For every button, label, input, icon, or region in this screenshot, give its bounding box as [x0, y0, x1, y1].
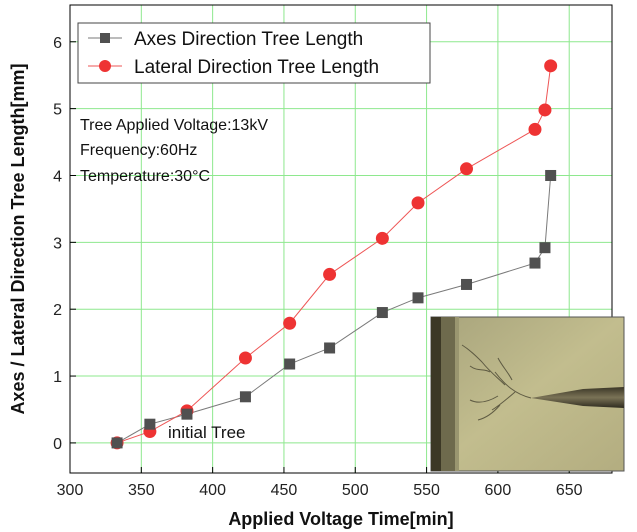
x-tick-label: 300 — [57, 482, 84, 499]
y-axis-ticks: 0 1 2 3 4 5 6 — [53, 35, 76, 453]
lateral-data-point — [283, 316, 297, 330]
legend-label-axes: Axes Direction Tree Length — [134, 29, 363, 50]
lateral-data-point — [238, 351, 252, 365]
x-axis-ticks: 300 350 400 450 500 550 600 650 — [57, 467, 583, 499]
axes-data-point — [111, 437, 123, 449]
axes-data-point — [376, 307, 388, 319]
x-tick-label: 400 — [199, 482, 226, 499]
y-tick-label: 4 — [53, 168, 62, 185]
x-tick-label: 650 — [556, 482, 583, 499]
x-tick-label: 450 — [271, 482, 298, 499]
axes-data-point — [529, 257, 541, 269]
legend-box — [77, 22, 431, 84]
annotation-frequency: Frequency:60Hz — [80, 142, 197, 159]
annotation-temperature: Temperature:30°C — [80, 168, 210, 185]
lateral-data-point — [538, 103, 552, 117]
y-tick-label: 3 — [53, 235, 62, 252]
lateral-data-point — [323, 267, 337, 281]
x-tick-label: 600 — [485, 482, 512, 499]
axes-data-point — [412, 292, 424, 304]
y-tick-label: 5 — [53, 102, 62, 119]
axes-data-point — [545, 169, 557, 181]
axes-data-point — [461, 278, 473, 290]
axes-data-point — [284, 358, 296, 370]
lateral-data-point — [411, 196, 425, 210]
x-axis-title: Applied Voltage Time[min] — [228, 509, 453, 529]
y-tick-label: 1 — [53, 369, 62, 386]
initial-tree-label: initial Tree — [168, 423, 245, 442]
legend-entry-lateral: Lateral Direction Tree Length — [88, 57, 379, 78]
y-axis-title: Axes / Lateral Direction Tree Length[mm] — [8, 63, 28, 414]
axes-data-point — [144, 418, 156, 430]
inset-micrograph — [430, 316, 625, 472]
legend-label-lateral: Lateral Direction Tree Length — [134, 57, 379, 78]
axes-data-point — [539, 242, 551, 254]
x-tick-label: 550 — [413, 482, 440, 499]
lateral-data-point — [528, 122, 542, 136]
lateral-data-point — [544, 59, 558, 73]
x-tick-label: 500 — [342, 482, 369, 499]
lateral-data-point — [375, 231, 389, 245]
axes-data-point — [324, 342, 336, 354]
legend: Axes Direction Tree Length Lateral Direc… — [77, 22, 431, 84]
series-markers — [110, 59, 558, 450]
x-tick-label: 350 — [128, 482, 155, 499]
y-tick-label: 0 — [53, 436, 62, 453]
lateral-data-point — [460, 162, 474, 176]
y-tick-label: 6 — [53, 35, 62, 52]
y-tick-label: 2 — [53, 302, 62, 319]
annotation-voltage: Tree Applied Voltage:13kV — [80, 117, 268, 134]
axes-data-point — [239, 391, 251, 403]
axes-data-point — [181, 408, 193, 420]
legend-entry-axes: Axes Direction Tree Length — [88, 29, 363, 50]
plot-frame — [69, 4, 613, 474]
